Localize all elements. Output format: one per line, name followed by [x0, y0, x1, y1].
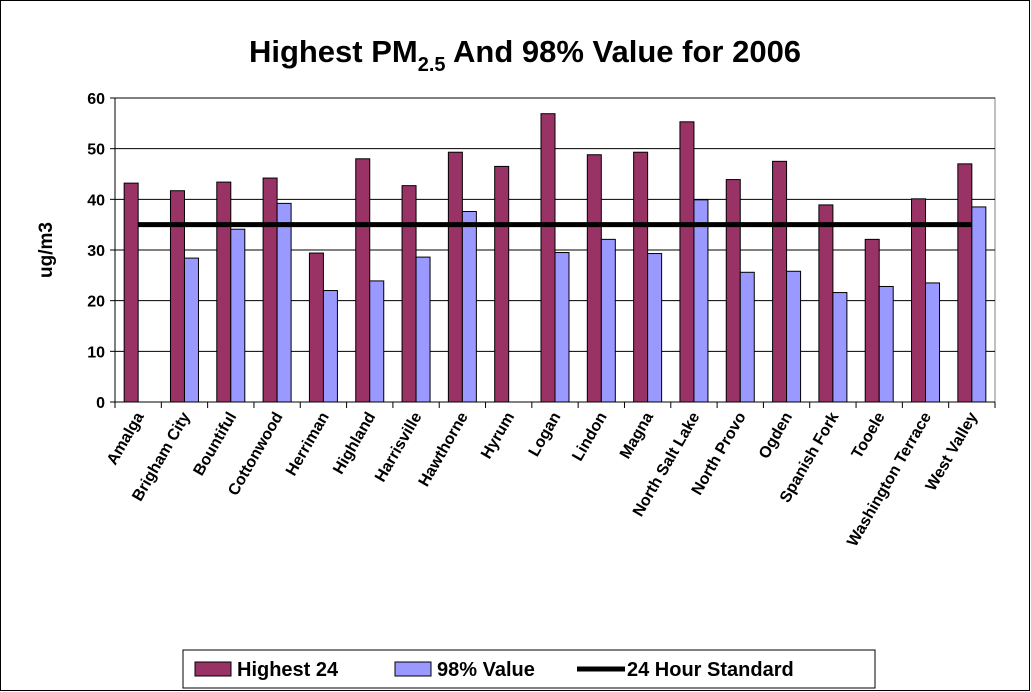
y-tick-label: 30 [87, 243, 105, 260]
legend-label: Highest 24 [237, 659, 339, 681]
title-subscript: 2.5 [418, 54, 446, 76]
bar [230, 228, 246, 403]
bar [971, 206, 987, 403]
legend-swatch [194, 661, 232, 677]
title-rest: And 98% Value for 2006 [446, 34, 802, 69]
bar [911, 198, 927, 403]
bar [308, 252, 324, 403]
bar [355, 158, 371, 403]
bar [600, 238, 616, 403]
bar [123, 182, 139, 403]
bar [772, 160, 788, 403]
legend-label: 98% Value [437, 659, 535, 681]
bar [401, 185, 417, 403]
legend-swatch [394, 661, 432, 677]
bar [957, 163, 973, 403]
y-tick-label: 50 [87, 142, 105, 159]
bar [647, 253, 663, 403]
legend-label: 24 Hour Standard [627, 659, 794, 681]
bar [832, 292, 848, 403]
bar [679, 121, 695, 403]
bar [216, 181, 232, 403]
bar [878, 285, 894, 403]
bar [461, 210, 477, 403]
bar [864, 238, 880, 403]
y-tick-label: 0 [96, 395, 105, 412]
y-tick-label: 40 [87, 192, 105, 209]
bar [739, 271, 755, 403]
y-tick-label: 20 [87, 294, 105, 311]
bar [725, 179, 741, 403]
bar [494, 165, 510, 403]
bar [693, 199, 709, 403]
chart-title: Highest PM2.5 And 98% Value for 2006 [249, 34, 801, 76]
bar [262, 177, 278, 403]
bar [276, 202, 292, 403]
title-main: Highest PM [249, 34, 418, 69]
bar [540, 113, 556, 403]
bar [786, 270, 802, 403]
y-axis-label: ug/m3 [36, 222, 57, 278]
y-tick-label: 10 [87, 344, 105, 361]
bar [925, 282, 941, 403]
bar [369, 280, 385, 403]
y-tick-label: 60 [87, 91, 105, 108]
bar [447, 151, 463, 403]
bar [554, 252, 570, 403]
bar [633, 151, 649, 403]
bar [322, 290, 338, 403]
bar [818, 204, 834, 403]
bar [183, 257, 199, 403]
legend-box [182, 649, 876, 689]
bar [415, 256, 431, 403]
bar [586, 154, 602, 403]
